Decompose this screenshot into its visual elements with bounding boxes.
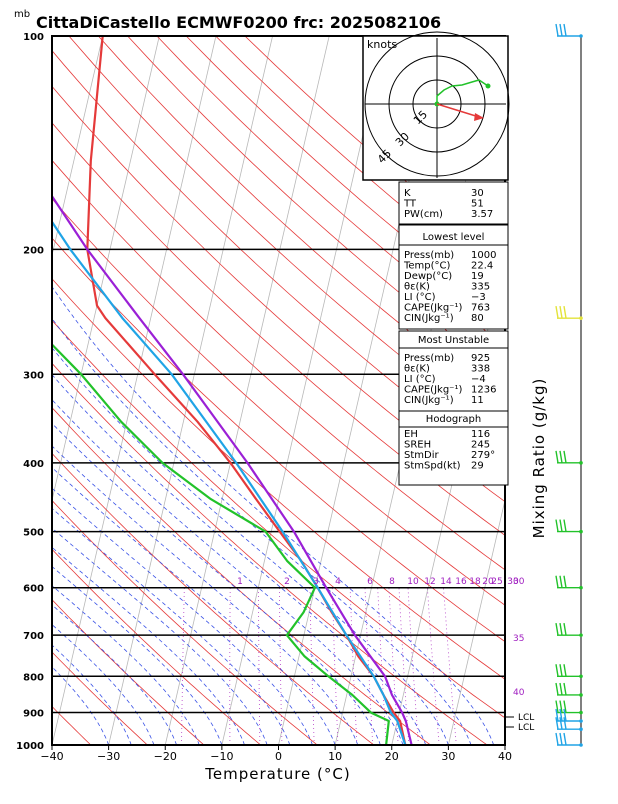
temperature-tick-label: 10 [328, 750, 342, 763]
hodograph-indices-title: Hodograph [426, 414, 481, 425]
wind-barb-station-dot [579, 633, 583, 637]
mixing-ratio-label: 14 [440, 577, 452, 587]
basic-index-value: 51 [471, 199, 484, 210]
wind-barb-station-dot [579, 316, 583, 320]
lowest-index-value: 80 [471, 313, 484, 324]
wind-barb-station-dot [579, 674, 583, 678]
lowest-index-value: 19 [471, 271, 484, 282]
pressure-tick-label: 900 [23, 709, 44, 720]
pressure-tick-label: 200 [23, 245, 44, 256]
mixing-ratio-label: 4 [335, 577, 341, 587]
wind-barb-station-dot [579, 586, 583, 590]
pressure-tick-label: 800 [23, 672, 44, 683]
temperature-tick-label: −10 [210, 750, 233, 763]
chart-title: CittaDiCastello ECMWF0200 frc: 202508210… [36, 13, 441, 32]
mixing-ratio-label: 16 [455, 577, 467, 587]
lowest-index-value: 22.4 [471, 261, 493, 272]
hodo-index-label: StmSpd(kt) [404, 461, 461, 472]
indices-panel: K 30 TT 51 PW(cm) 3.57 Lowest level Press(mb) 10… [399, 182, 508, 485]
mixing-ratio-label: 10 [407, 577, 419, 587]
pressure-tick-label: 400 [23, 459, 44, 470]
basic-index-value: 30 [471, 188, 484, 199]
unstable-index-value: 925 [471, 353, 490, 364]
lowest-index-label: CIN(Jkg⁻¹) [404, 313, 454, 324]
lowest-index-label: θε(K) [404, 282, 430, 293]
lowest-index-value: 335 [471, 282, 490, 293]
temperature-tick-label: −40 [40, 750, 63, 763]
unstable-index-value: 1236 [471, 385, 496, 396]
basic-index-label: PW(cm) [404, 209, 443, 220]
theta-e-edge-label: 30 [513, 577, 525, 587]
pressure-tick-label: 500 [23, 528, 44, 539]
hodo-index-value: 279° [471, 450, 495, 461]
temperature-tick-label: 20 [385, 750, 399, 763]
lcl-label: LCL [518, 713, 534, 723]
pressure-tick-label: 600 [23, 584, 44, 595]
temperature-tick-label: 40 [498, 750, 512, 763]
basic-index-label: TT [403, 199, 417, 210]
wind-barb-station-dot [579, 711, 583, 715]
mixing-ratio-label: 6 [367, 577, 373, 587]
temperature-tick-label: −20 [154, 750, 177, 763]
wind-barb-station-dot [579, 743, 583, 747]
wind-barb-station-dot [579, 530, 583, 534]
unit-mb-label: mb [14, 9, 30, 20]
lowest-index-value: −3 [471, 292, 486, 303]
theta-e-edge-label: 40 [513, 688, 525, 698]
pressure-tick-label: 700 [23, 631, 44, 642]
mixing-ratio-label: 12 [424, 577, 435, 587]
lowest-index-value: 763 [471, 303, 490, 314]
hodo-index-label: EH [404, 429, 418, 440]
basic-index-label: K [404, 188, 411, 199]
lowest-index-label: LI (°C) [404, 292, 436, 303]
unstable-index-value: 11 [471, 395, 484, 406]
lowest-index-label: Press(mb) [404, 250, 454, 261]
unstable-index-label: CIN(Jkg⁻¹) [404, 395, 454, 406]
hodograph-unit: knots [367, 38, 397, 51]
lowest-index-label: Dewp(°C) [404, 271, 452, 282]
pressure-tick-label: 100 [23, 32, 44, 43]
unstable-index-label: θε(K) [404, 364, 430, 375]
mixing-ratio-label: 25 [491, 577, 502, 587]
unstable-index-label: LI (°C) [404, 374, 436, 385]
lowest-index-label: CAPE(Jkg⁻¹) [404, 303, 462, 314]
mixing-ratio-label: 8 [389, 577, 395, 587]
unstable-index-value: −4 [471, 374, 486, 385]
lowest-level-title: Lowest level [423, 232, 485, 243]
lcl-label: LCL [518, 723, 534, 733]
mixing-ratio-label: 3 [313, 577, 319, 587]
hodo-index-value: 29 [471, 461, 484, 472]
temperature-tick-label: 0 [275, 750, 282, 763]
mixing-ratio-label: 2 [284, 577, 290, 587]
lowest-index-value: 1000 [471, 250, 496, 261]
unstable-index-label: Press(mb) [404, 353, 454, 364]
wind-barb-station-dot [579, 727, 583, 731]
right-axis-label: Mixing Ratio (g/kg) [530, 378, 548, 539]
x-axis-label: Temperature (°C) [204, 765, 350, 783]
pressure-tick-label: 300 [23, 370, 44, 381]
hodo-index-value: 116 [471, 429, 490, 440]
lowest-index-label: Temp(°C) [403, 261, 451, 272]
hodo-index-label: SREH [404, 440, 431, 451]
wind-barb-station-dot [579, 693, 583, 697]
temperature-tick-label: 30 [441, 750, 455, 763]
mixing-ratio-label: 18 [469, 577, 481, 587]
theta-e-edge-label: 35 [513, 634, 524, 644]
hodograph-end-marker [486, 84, 491, 89]
mixing-ratio-label: 1 [237, 577, 243, 587]
unstable-index-value: 338 [471, 364, 490, 375]
wind-barb-station-dot [579, 34, 583, 38]
unstable-index-label: CAPE(Jkg⁻¹) [404, 385, 462, 396]
wind-barb-station-dot [579, 719, 583, 723]
hodo-index-label: StmDir [404, 450, 439, 461]
wind-barb-station-dot [579, 461, 583, 465]
hodo-index-value: 245 [471, 440, 490, 451]
basic-index-value: 3.57 [471, 209, 493, 220]
temperature-tick-label: −30 [97, 750, 120, 763]
most-unstable-title: Most Unstable [418, 335, 489, 346]
